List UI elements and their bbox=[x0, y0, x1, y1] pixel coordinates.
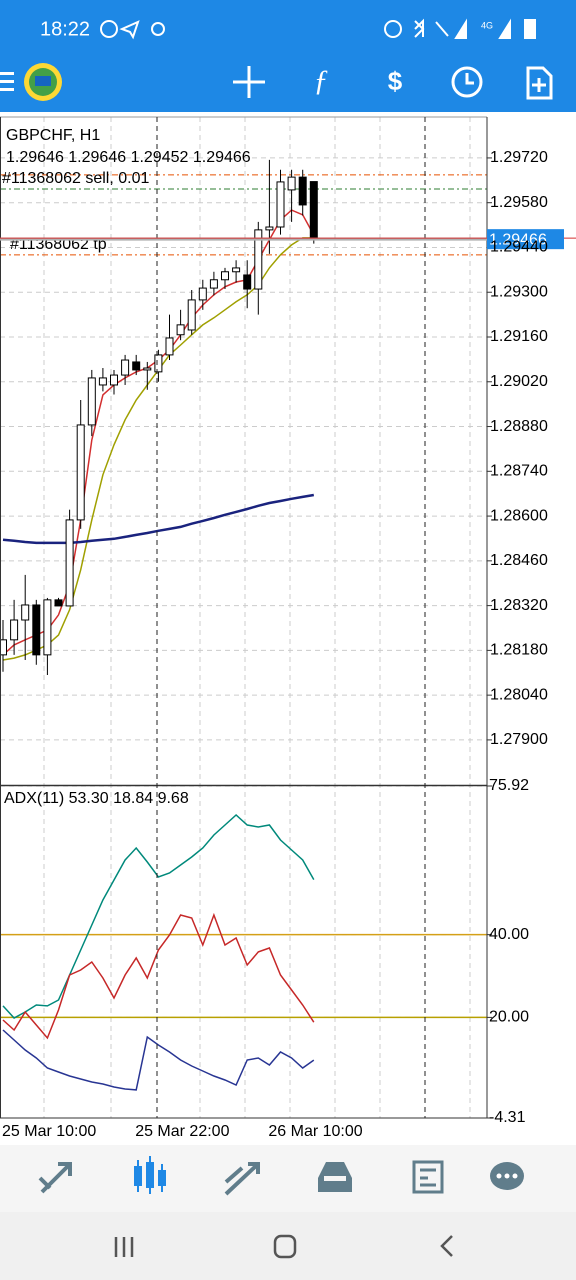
status-icons bbox=[100, 18, 536, 40]
system-recents[interactable] bbox=[114, 1237, 134, 1257]
status-time: 18:22 bbox=[40, 18, 90, 40]
candle-body bbox=[121, 359, 130, 376]
y-tick-label: 1.28880 bbox=[490, 418, 548, 435]
chart-area bbox=[0, 112, 576, 1145]
candle-body bbox=[265, 226, 274, 231]
candle-body bbox=[132, 361, 141, 371]
symbol-title: GBPCHF, H1 bbox=[6, 127, 100, 144]
timeframe-button[interactable] bbox=[451, 66, 483, 98]
system-nav bbox=[0, 1212, 576, 1280]
y-tick-label: 1.27900 bbox=[490, 731, 548, 748]
candle-body bbox=[309, 181, 318, 240]
system-back[interactable] bbox=[440, 1235, 453, 1257]
candle-body bbox=[21, 604, 30, 621]
app-logo bbox=[24, 63, 62, 101]
x-tick-label: 25 Mar 22:00 bbox=[135, 1123, 229, 1140]
indicator-line bbox=[2, 1029, 315, 1091]
y-tick-label: 1.28040 bbox=[490, 686, 548, 703]
y-tick-label: 1.29020 bbox=[490, 373, 548, 390]
indicator-line bbox=[2, 493, 315, 545]
candle-body bbox=[0, 639, 7, 656]
candle-body bbox=[221, 271, 229, 281]
trade-button[interactable]: $ bbox=[388, 66, 403, 96]
x-tick-label: 25 Mar 10:00 bbox=[2, 1123, 96, 1140]
plot bbox=[0, 117, 492, 1119]
candle-body bbox=[10, 619, 19, 641]
ohlc-text: 1.29646 1.29646 1.29452 1.29466 bbox=[6, 149, 251, 166]
system-home[interactable] bbox=[273, 1234, 297, 1259]
y-tick-label: 1.28180 bbox=[490, 642, 548, 659]
candle-body bbox=[209, 279, 218, 289]
nav-quotes[interactable] bbox=[38, 1162, 72, 1194]
candle-body bbox=[254, 229, 263, 290]
candle-body bbox=[276, 181, 285, 228]
y-tick-label: 1.28740 bbox=[490, 463, 548, 480]
y-tick-label: 1.29160 bbox=[490, 328, 548, 345]
candle-body bbox=[176, 324, 185, 336]
candle-body bbox=[65, 519, 74, 607]
candle-body bbox=[54, 599, 63, 607]
candle-body bbox=[143, 367, 152, 371]
y-tick-label: 1.29440 bbox=[490, 239, 548, 256]
nav-history[interactable] bbox=[318, 1162, 352, 1192]
candle-body bbox=[32, 604, 41, 656]
menu-button[interactable] bbox=[0, 72, 14, 91]
candle-body bbox=[198, 287, 207, 301]
bottom-nav bbox=[0, 1145, 576, 1212]
indicator-line bbox=[2, 912, 315, 1040]
candle-body bbox=[98, 377, 107, 386]
candle-body bbox=[154, 354, 163, 373]
y-tick-label: 1.29580 bbox=[490, 194, 548, 211]
candle-body bbox=[110, 374, 118, 386]
y-tick-label: 1.28600 bbox=[490, 507, 548, 524]
level-label: #11368062 sell, 0.01 bbox=[2, 170, 149, 187]
nav-chat[interactable] bbox=[490, 1162, 524, 1190]
y-tick-label: 1.29720 bbox=[490, 149, 548, 166]
new-order-button[interactable] bbox=[526, 66, 553, 100]
overlay: #11368062 sell, 0.01#11368062 tp 1.29466 bbox=[0, 170, 576, 253]
y-tick-label: -4.31 bbox=[489, 1109, 526, 1126]
status-network: 4G bbox=[481, 20, 493, 30]
indicator-label: ADX(11) 53.30 18.84 9.68 bbox=[4, 790, 189, 807]
crosshair-button[interactable] bbox=[233, 66, 265, 98]
y-tick-label: 1.28320 bbox=[490, 597, 548, 614]
candle-body bbox=[243, 274, 252, 290]
x-tick-label: 26 Mar 10:00 bbox=[268, 1123, 362, 1140]
nav-trade[interactable] bbox=[224, 1162, 260, 1196]
candle-body bbox=[287, 176, 296, 191]
nav-chart[interactable] bbox=[134, 1156, 166, 1194]
y-tick-label: 75.92 bbox=[489, 777, 529, 794]
indicators-button[interactable]: ƒ bbox=[314, 64, 329, 97]
candle-body bbox=[43, 599, 52, 656]
price-tag-label: 1.29466 bbox=[489, 231, 547, 248]
top-bar bbox=[0, 0, 576, 112]
nav-news[interactable] bbox=[412, 1160, 444, 1194]
candle-body bbox=[232, 267, 241, 273]
price-tag bbox=[487, 229, 564, 250]
y-tick-label: 40.00 bbox=[489, 926, 529, 943]
candle-body bbox=[187, 299, 196, 331]
candle-body bbox=[298, 176, 307, 206]
candle-body bbox=[165, 337, 174, 356]
y-tick-label: 20.00 bbox=[489, 1009, 529, 1026]
y-tick-label: 1.29300 bbox=[490, 283, 548, 300]
candle-body bbox=[87, 377, 96, 426]
indicator-line bbox=[2, 813, 315, 1019]
y-tick-label: 1.28460 bbox=[490, 552, 548, 569]
candle-body bbox=[76, 424, 85, 521]
